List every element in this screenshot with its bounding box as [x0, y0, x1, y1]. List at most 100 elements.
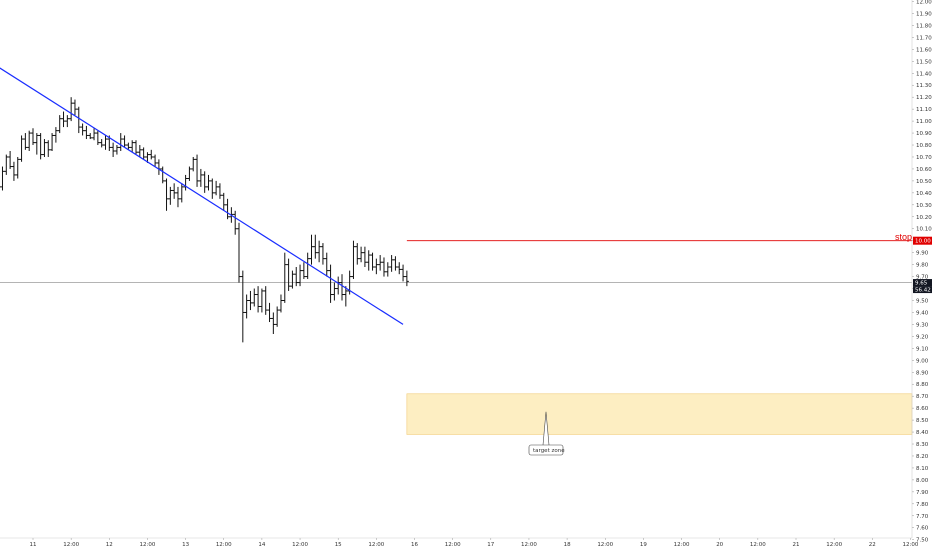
- ohlc-bar: [397, 262, 402, 275]
- ohlc-bar: [4, 154, 9, 175]
- ohlc-bar: [46, 140, 51, 157]
- price-tick-label: 9.30: [916, 322, 929, 328]
- last-price-badge-text: 9.65: [915, 281, 928, 287]
- ohlc-bar: [313, 234, 318, 259]
- ohlc-bar: [183, 174, 188, 191]
- ohlc-bar: [137, 145, 142, 157]
- ohlc-bar: [217, 183, 222, 199]
- ohlc-bar: [320, 243, 325, 265]
- ohlc-bar: [61, 111, 66, 128]
- price-tick-label: 8.10: [916, 466, 929, 472]
- price-tick-label: 9.40: [916, 310, 929, 316]
- price-tick-label: 8.50: [916, 418, 929, 424]
- time-tick-label: 12:00: [292, 542, 308, 548]
- ohlc-bar: [301, 262, 306, 279]
- price-tick-label: 11.70: [916, 35, 932, 41]
- price-tick-label: 11.00: [916, 119, 932, 125]
- ohlc-bar: [343, 286, 348, 307]
- ohlc-bar: [244, 294, 249, 319]
- price-tick-label: 8.90: [916, 370, 929, 376]
- time-tick-label: 12:00: [140, 542, 156, 548]
- trendline[interactable]: [0, 67, 404, 325]
- ohlc-bar: [370, 252, 375, 271]
- price-tick-label: 8.20: [916, 454, 929, 460]
- ohlc-bar: [72, 99, 77, 116]
- price-tick-label: 11.80: [916, 23, 932, 29]
- price-tick-label: 10.50: [916, 179, 932, 185]
- price-tick-label: 9.70: [916, 275, 929, 281]
- price-tick-label: 11.30: [916, 83, 932, 89]
- ohlc-bar: [401, 264, 406, 282]
- ohlc-bar: [336, 276, 341, 295]
- ohlc-bars: [0, 97, 409, 343]
- price-change-badge: [913, 286, 932, 294]
- ohlc-bar: [65, 115, 70, 128]
- stop-label: stop: [895, 232, 912, 242]
- ohlc-bar: [38, 133, 43, 160]
- price-tick-label: 9.80: [916, 263, 929, 269]
- trendline-layer[interactable]: [0, 67, 404, 325]
- price-tick-label: 11.40: [916, 71, 932, 77]
- ohlc-bar: [317, 240, 322, 263]
- price-tick-label: 7.90: [916, 490, 929, 496]
- price-axis[interactable]: 12.00 11.90 11.80 11.70 11.60 11.50 11.40 11.30…: [911, 0, 932, 544]
- ohlc-bar: [111, 142, 116, 157]
- ohlc-bar: [202, 171, 207, 193]
- price-tick-label: 7.50: [916, 538, 929, 544]
- ohlc-bar: [69, 97, 74, 122]
- ohlc-bar: [385, 262, 390, 277]
- ohlc-bar: [0, 166, 5, 191]
- time-tick-label: 12:00: [445, 542, 461, 548]
- price-tick-label: 10.80: [916, 143, 932, 149]
- ohlc-bar: [252, 288, 257, 307]
- ohlc-bar: [27, 130, 32, 151]
- price-tick-label: 10.60: [916, 167, 932, 173]
- time-tick-label: 12:00: [903, 542, 919, 548]
- time-axis[interactable]: 11 12:00 12 12:00 13 12:00 14 12:00 15 12:00 16 12:…: [0, 537, 919, 548]
- time-tick-label: 14: [258, 542, 265, 548]
- ohlc-bar: [263, 286, 268, 315]
- ohlc-bar: [103, 135, 108, 150]
- ohlc-bar: [381, 257, 386, 277]
- ohlc-bar: [95, 130, 100, 146]
- ohlc-bar: [130, 140, 135, 153]
- callout-box: [528, 444, 564, 456]
- ohlc-bar: [210, 178, 215, 199]
- ohlc-bar: [141, 147, 146, 160]
- target-zone-rect[interactable]: [406, 393, 913, 435]
- ohlc-bar: [172, 183, 177, 199]
- ohlc-bar: [99, 139, 104, 148]
- callout-pointer: [542, 411, 550, 446]
- time-tick-label: 16: [411, 542, 418, 548]
- price-tick-label: 11.60: [916, 47, 932, 53]
- price-tick-label: 8.70: [916, 394, 929, 400]
- time-tick-label: 12:00: [521, 542, 537, 548]
- ohlc-bar: [305, 252, 310, 279]
- time-tick-label: 18: [564, 542, 571, 548]
- price-tick-label: 7.60: [916, 526, 929, 532]
- ohlc-bar: [88, 133, 93, 140]
- ohlc-bar: [278, 294, 283, 313]
- ohlc-bar: [294, 267, 299, 287]
- ohlc-bar: [149, 149, 154, 160]
- ohlc-bar: [53, 127, 58, 143]
- price-tick-label: 7.80: [916, 502, 929, 508]
- ohlc-bar: [195, 154, 200, 187]
- ohlc-bar: [118, 133, 123, 151]
- ohlc-bar: [50, 133, 55, 151]
- price-tick-label: 9.20: [916, 334, 929, 340]
- ohlc-bar: [393, 256, 398, 271]
- ohlc-bar: [237, 222, 242, 283]
- price-tick-label: 8.80: [916, 382, 929, 388]
- ohlc-bar: [19, 135, 24, 162]
- ohlc-bar: [198, 168, 203, 187]
- ohlc-bar: [31, 128, 35, 146]
- ohlc-bar: [134, 140, 139, 155]
- ohlc-bar: [126, 142, 131, 150]
- ohlc-bar: [42, 139, 47, 157]
- price-tick-label: 12.00: [916, 0, 932, 6]
- ohlc-bar: [0, 186, 1, 188]
- time-tick-label: 12:00: [597, 542, 613, 548]
- ohlc-bar: [225, 198, 230, 220]
